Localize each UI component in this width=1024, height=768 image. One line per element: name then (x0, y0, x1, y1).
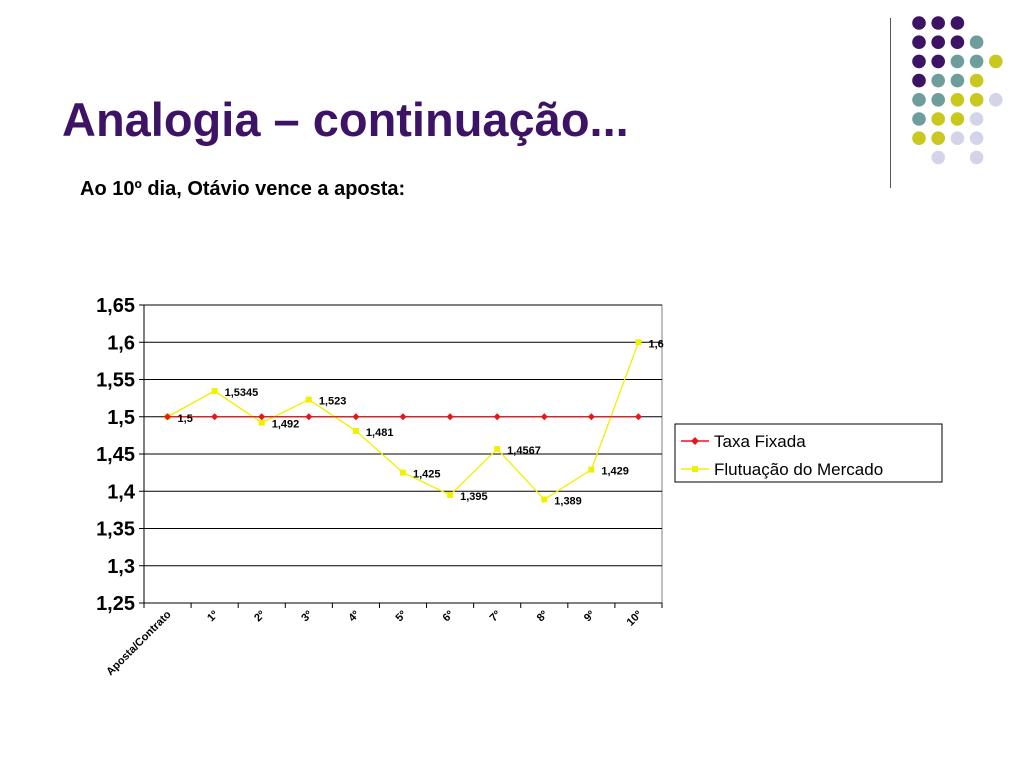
decorative-dot (950, 73, 965, 88)
decorative-dot (950, 93, 965, 107)
data-point (258, 413, 266, 421)
x-tick-label: 8º (535, 609, 551, 625)
data-point (588, 466, 595, 473)
data-label: 1,481 (366, 427, 394, 439)
data-label: 1,5345 (225, 387, 259, 399)
decorative-dot (969, 35, 984, 49)
decorative-dot (912, 35, 926, 49)
decorative-dot (912, 73, 926, 88)
data-labels: 1,5 1,5345 1,492 1,523 1,481 1,425 1,395 1,4567… (178, 338, 664, 507)
data-label: 1,523 (319, 396, 347, 408)
data-label: 1,395 (460, 491, 488, 503)
data-label: 1,5 (178, 413, 193, 425)
y-tick-label: 1,35 (96, 519, 135, 541)
decorative-dot (912, 54, 926, 69)
data-label: 1,4567 (507, 445, 541, 457)
decorative-dot (950, 131, 965, 145)
legend-label: Taxa Fixada (714, 432, 806, 451)
decorative-dot (931, 93, 945, 107)
decorative-dot (950, 35, 965, 49)
data-point (493, 413, 501, 421)
data-point (587, 413, 595, 421)
slide-subtitle: Ao 10º dia, Otávio vence a aposta: (80, 178, 406, 200)
y-tick-label: 1,6 (107, 332, 135, 354)
data-point (305, 396, 312, 403)
x-tick-label: 7º (488, 609, 504, 625)
legend-marker (692, 466, 698, 472)
decorative-dot (912, 131, 926, 145)
x-tick-label: 9º (582, 609, 598, 625)
data-label: 1,425 (413, 469, 441, 481)
data-point (540, 413, 548, 421)
decorative-dot (931, 150, 945, 165)
data-point (164, 413, 172, 421)
decorative-dot (912, 112, 926, 126)
y-tick-label: 1,4 (107, 481, 136, 503)
x-tick-label: 3º (299, 609, 315, 625)
y-tick-label: 1,5 (107, 407, 135, 429)
decorative-divider (890, 18, 891, 188)
legend-box (674, 423, 943, 483)
data-point (399, 413, 407, 421)
decorative-dot (931, 73, 945, 88)
decorative-dot (969, 131, 984, 145)
decorative-dot (931, 131, 945, 145)
data-point (211, 388, 218, 395)
decorative-dot (969, 150, 984, 165)
decorative-dot (969, 54, 984, 69)
decorative-dot (950, 16, 965, 30)
data-point (494, 446, 501, 453)
x-tick-label: 2º (252, 609, 268, 625)
legend: Taxa Fixada Flutuação do Mercado (674, 423, 943, 483)
decorative-dot (950, 54, 965, 69)
x-tick-label: 5º (393, 609, 409, 625)
data-point (446, 413, 454, 421)
data-point (635, 339, 642, 346)
y-tick-label: 1,45 (96, 444, 135, 466)
decorative-dot (989, 54, 1003, 69)
decorative-dot-grid (912, 16, 1003, 165)
x-tick-label: 10º (625, 609, 645, 629)
series (164, 339, 642, 503)
y-tick-label: 1,55 (96, 370, 135, 392)
x-tick-label: 1º (205, 609, 221, 625)
y-tick-label: 1,65 (96, 295, 135, 317)
decorative-dot (969, 73, 984, 88)
x-tick-label: 4º (346, 609, 362, 625)
decorative-dot (969, 112, 984, 126)
y-tick-label: 1,25 (96, 593, 135, 615)
data-label: 1,429 (601, 466, 629, 478)
decorative-dot (931, 16, 945, 30)
decorative-dot (950, 112, 965, 126)
data-point (541, 496, 548, 503)
decorative-dot (931, 112, 945, 126)
decorative-dot (989, 93, 1003, 107)
data-point (211, 413, 219, 421)
decorative-dot (912, 93, 926, 107)
decorative-dot (969, 93, 984, 107)
y-tick-label: 1,3 (107, 556, 135, 578)
data-point (352, 413, 360, 421)
data-label: 1,492 (272, 419, 300, 431)
decorative-dot (912, 16, 926, 30)
data-point (258, 419, 265, 426)
data-point (447, 491, 454, 498)
x-tick-label: 6º (441, 609, 457, 625)
x-tick-label: Aposta/Contrato (104, 608, 174, 678)
legend-label: Flutuação do Mercado (714, 460, 883, 479)
data-point (305, 413, 313, 421)
legend-marker (691, 437, 699, 445)
data-point (634, 413, 642, 421)
data-point (400, 469, 406, 476)
data-label: 1,389 (554, 495, 582, 507)
decorative-dot (931, 54, 945, 69)
data-point (352, 427, 359, 434)
data-label: 1,6 (648, 338, 663, 350)
slide-title: Analogia – continuação... (62, 93, 629, 146)
decorative-dot (931, 35, 945, 49)
